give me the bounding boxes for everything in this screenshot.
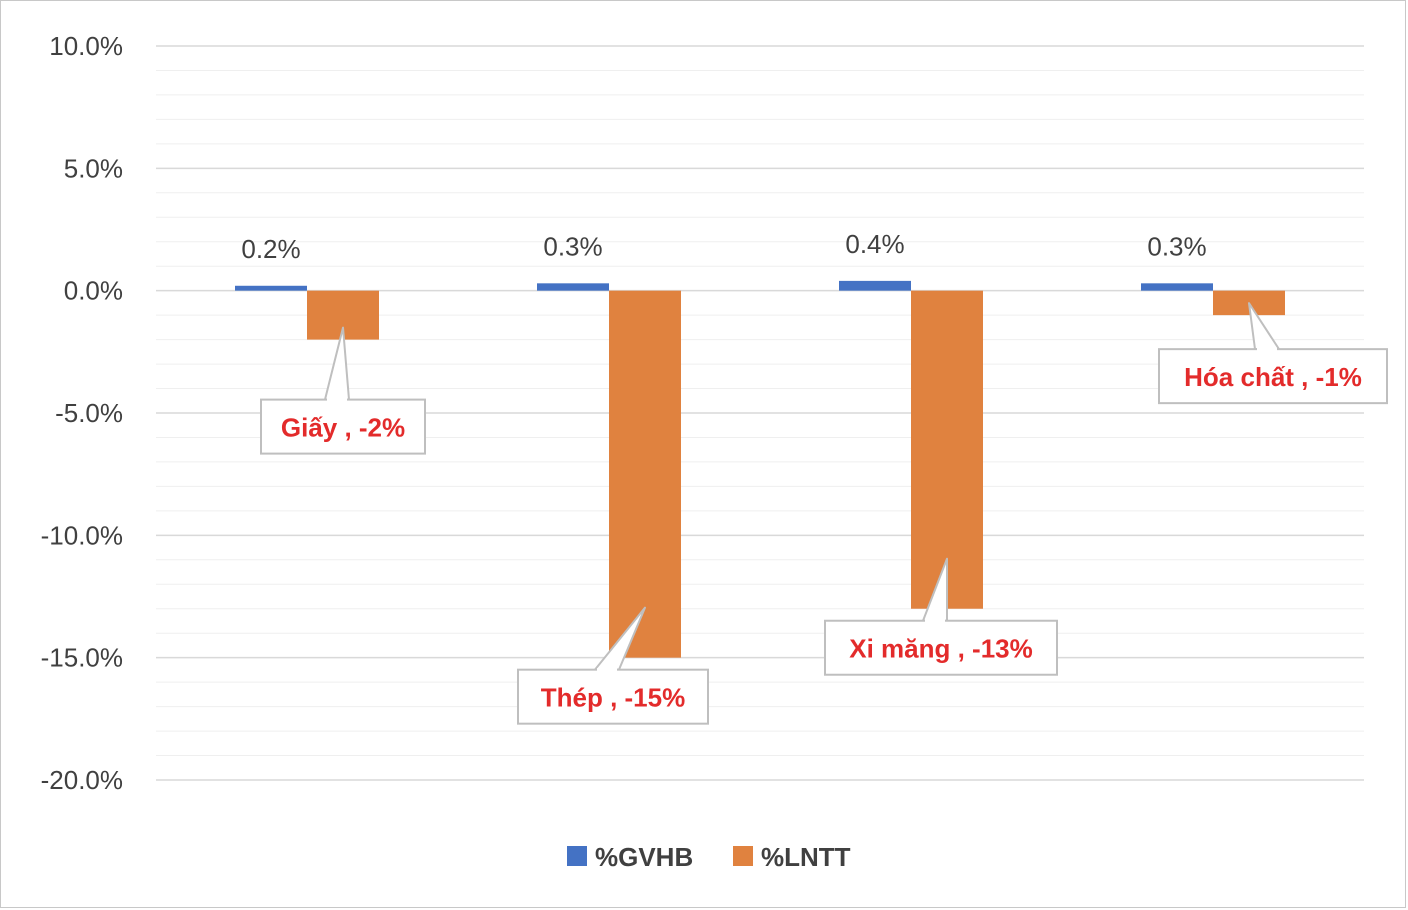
callout-box [517,668,709,725]
callout-box [1158,348,1388,405]
callout-box [260,398,426,455]
y-tick-label: 10.0% [49,31,123,61]
legend-label: %LNTT [761,842,851,872]
y-tick-label: -5.0% [55,398,123,428]
gvhb-bar [1141,283,1213,291]
lntt-data-callout: Hóa chất , -1% [1184,362,1362,392]
y-tick-label: -10.0% [41,520,123,550]
lntt-data-callout: Thép , -15% [541,683,685,713]
gvhb-bar [537,283,609,291]
gvhb-data-label: 0.3% [1147,231,1206,261]
gvhb-bar [839,280,911,291]
legend-swatch [733,846,753,866]
lntt-bar [609,290,681,658]
y-tick-label: 0.0% [64,276,123,306]
lntt-data-callout: Xi măng , -13% [849,634,1033,664]
legend-label: %GVHB [595,842,693,872]
legend-swatch [567,846,587,866]
lntt-bar [911,290,983,609]
gvhb-data-label: 0.2% [241,234,300,264]
y-tick-label: -15.0% [41,643,123,673]
y-tick-label: 5.0% [64,153,123,183]
gvhb-data-label: 0.3% [543,231,602,261]
y-tick-label: -20.0% [41,765,123,795]
gvhb-bar [235,285,307,291]
gvhb-data-label: 0.4% [845,229,904,259]
lntt-data-callout: Giấy , -2% [281,413,405,443]
